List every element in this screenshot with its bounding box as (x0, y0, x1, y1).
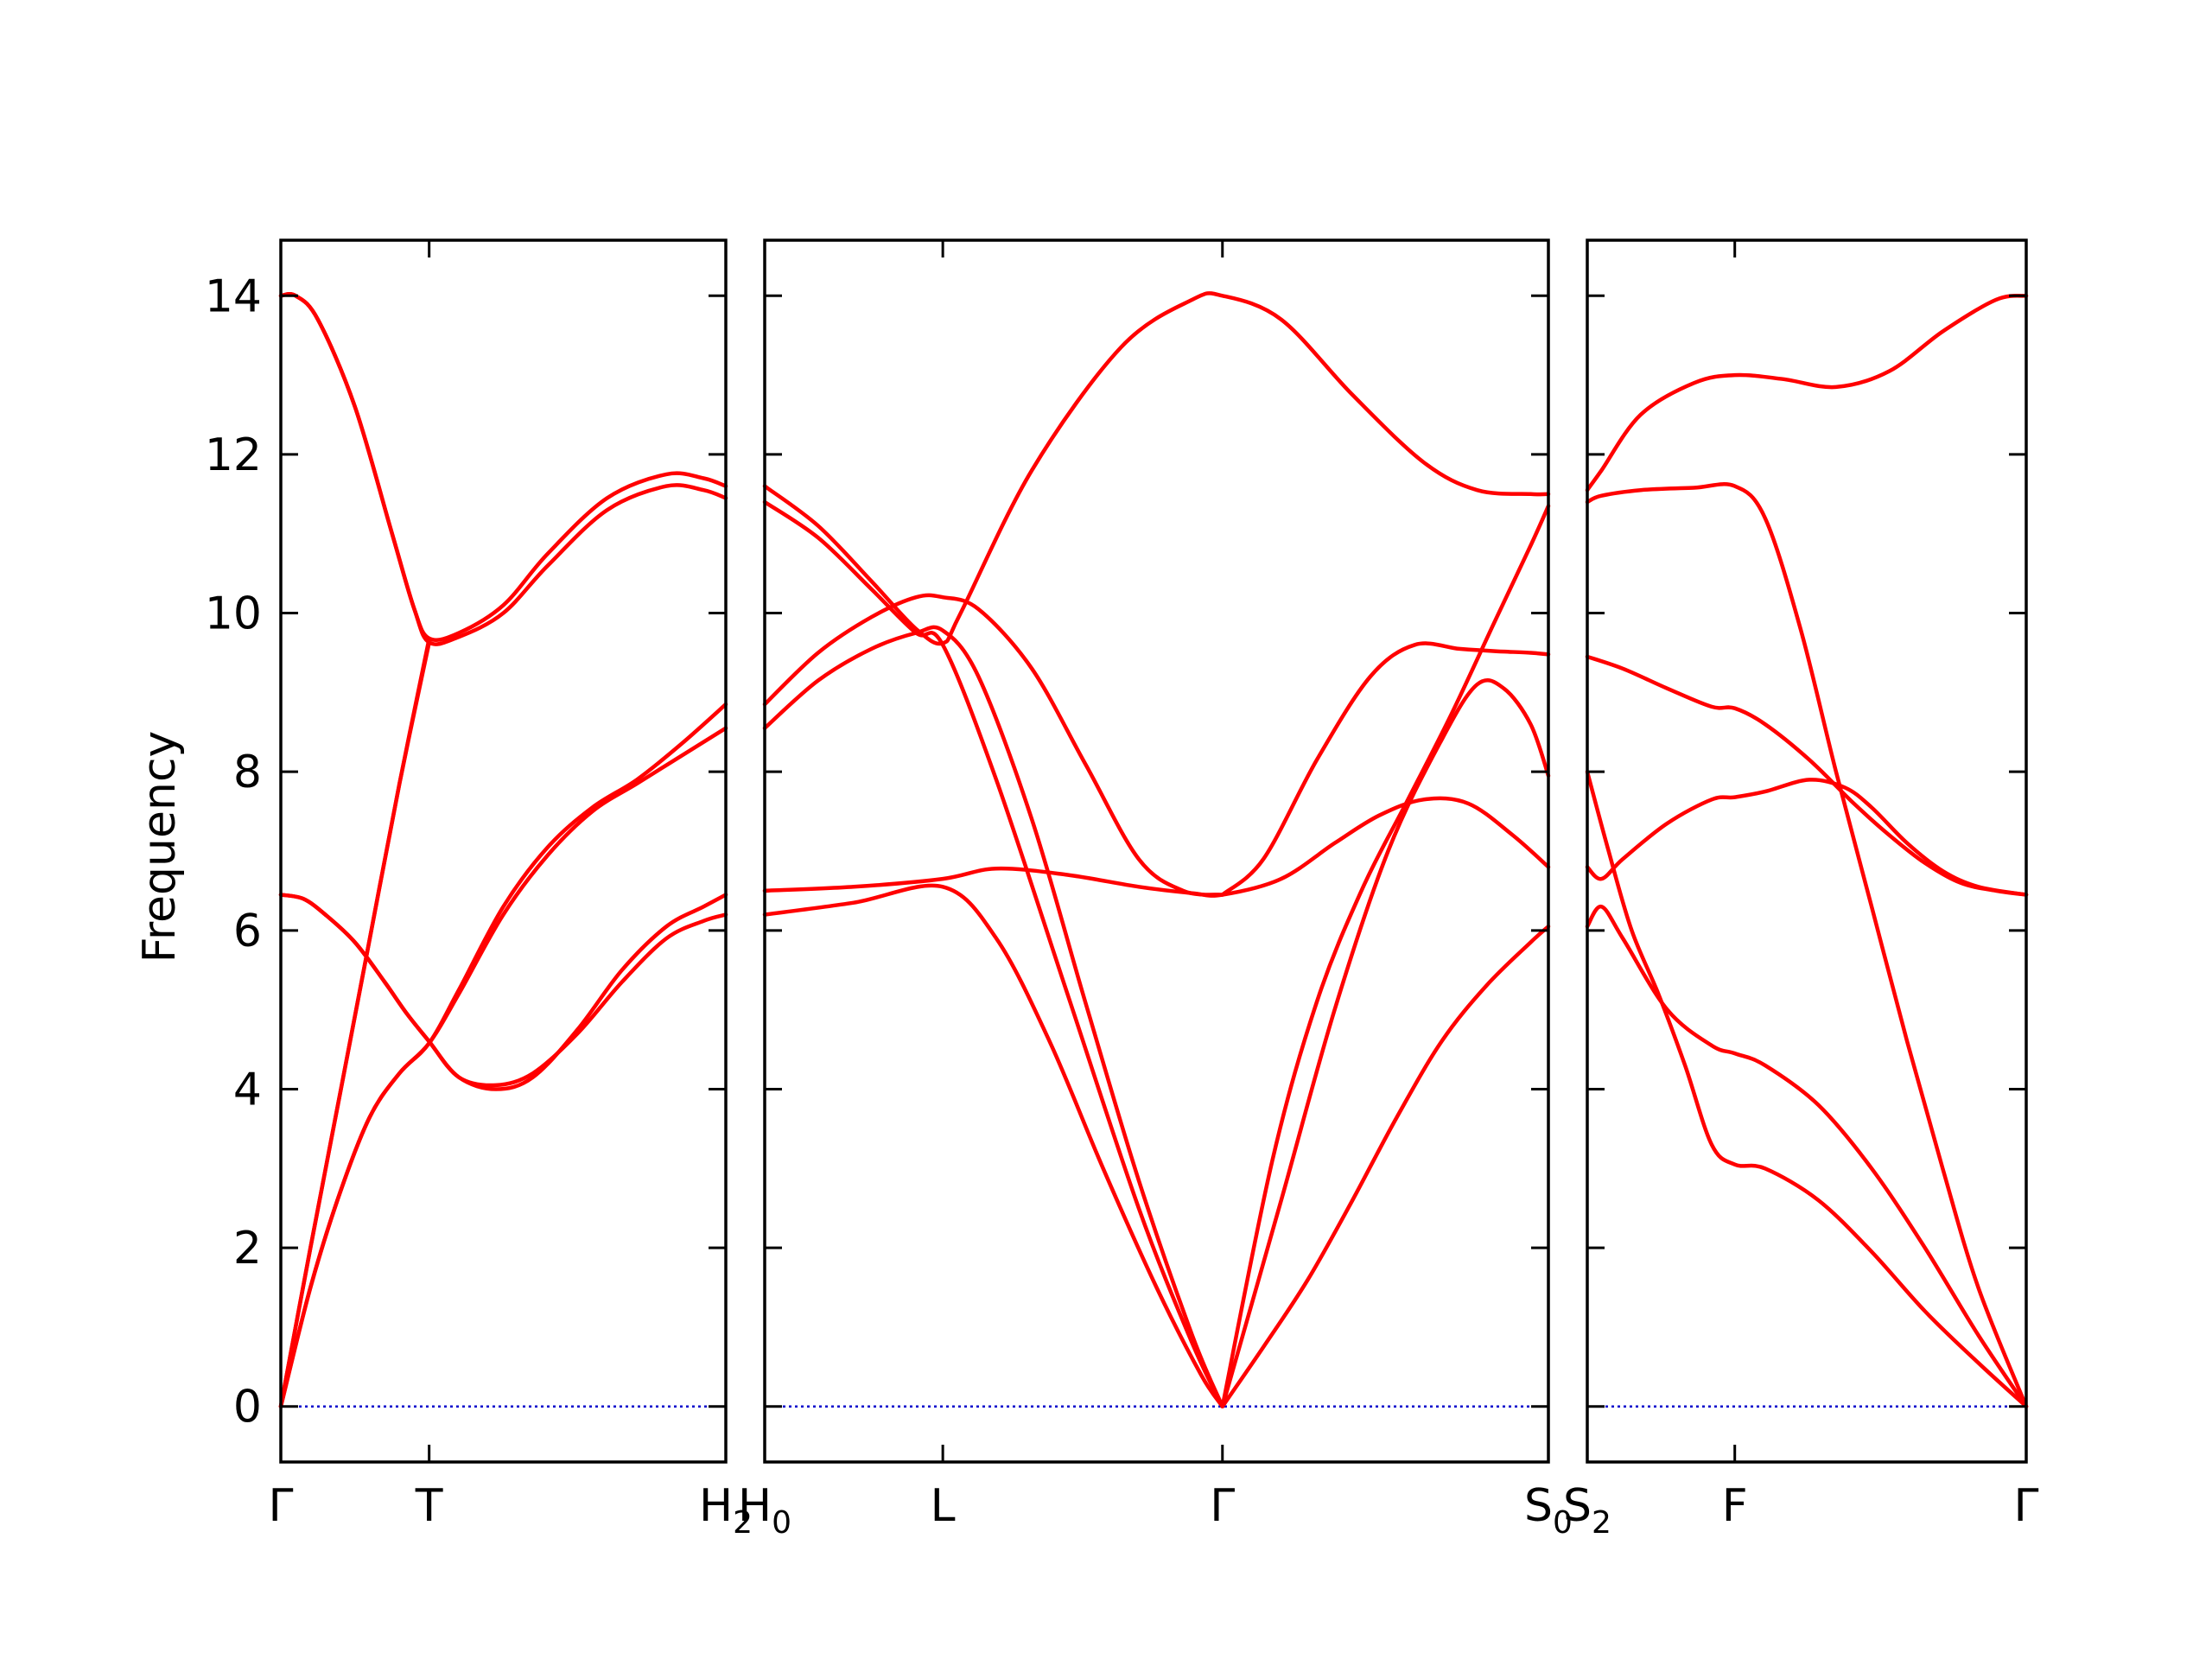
x-tick-label: L (931, 1480, 956, 1532)
panel-frame (279, 238, 728, 1464)
x-tick-label: Γ (2014, 1480, 2039, 1532)
band-series-2 (762, 499, 1225, 1408)
band-series-5 (762, 625, 1225, 1408)
band-series-5 (1585, 905, 2029, 1408)
panel-2: H0 L Γ S0 (738, 238, 1573, 1541)
band-series-1 (762, 291, 1551, 646)
y-tick-label: 14 (205, 270, 262, 322)
band-series-7 (762, 796, 1551, 898)
band-series-10 (1220, 504, 1551, 1408)
panel-frame (1586, 238, 2028, 1464)
band-series-1 (1585, 293, 2029, 493)
band-series-9 (1220, 924, 1551, 1408)
y-tick-label: 8 (233, 747, 262, 798)
y-tick-label: 2 (233, 1223, 262, 1274)
x-tick-label: H0 (738, 1480, 791, 1541)
y-tick-label: 0 (233, 1382, 262, 1433)
y-tick-label: 6 (233, 906, 262, 957)
band-series-6 (1220, 677, 1551, 1408)
y-tick-label: 4 (233, 1064, 262, 1116)
band-series-8 (278, 893, 728, 1088)
band-series-2 (1585, 482, 2029, 1408)
x-tick-label: S2 (1563, 1480, 1611, 1541)
band-series-6 (1585, 769, 2029, 1408)
y-tick-label: 10 (205, 588, 262, 640)
x-tick-label: Γ (269, 1480, 294, 1532)
band-series-4 (1220, 641, 1551, 897)
band-series-3 (1585, 654, 2029, 897)
panel-3: S2 F Γ (1563, 238, 2039, 1541)
panel-frame (763, 238, 1550, 1464)
band-series-3 (762, 593, 1225, 897)
band-series-8 (762, 883, 1225, 1408)
band-series-4 (278, 636, 431, 1408)
band-series-6 (278, 726, 728, 1408)
x-tick-label: F (1722, 1480, 1748, 1532)
band-series-1 (278, 292, 728, 646)
band-series-2 (278, 292, 728, 642)
x-tick-label: Γ (1210, 1480, 1235, 1532)
band-series-4 (1585, 778, 2029, 897)
y-axis-label: Frequency (134, 731, 186, 963)
y-tick-label: 12 (205, 429, 262, 481)
x-tick-label: T (415, 1480, 443, 1532)
